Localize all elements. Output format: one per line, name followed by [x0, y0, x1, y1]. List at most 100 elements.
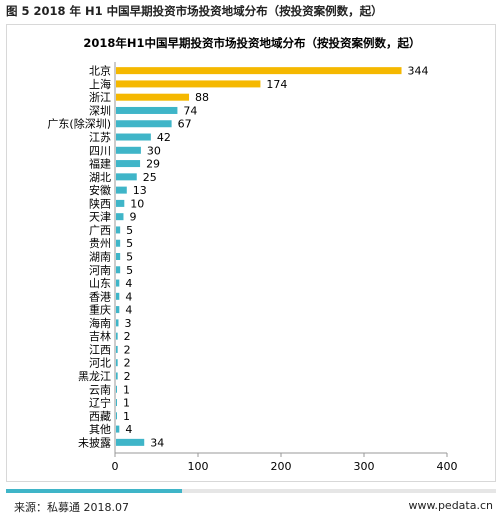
bar [116, 213, 124, 221]
data-label: 74 [183, 104, 197, 117]
bar [116, 146, 141, 154]
category-label: 湖南 [89, 251, 111, 264]
bar [116, 239, 121, 247]
chart-frame: 2018年H1中国早期投资市场投资地域分布（按投资案例数，起） 0 100 200 3… [6, 24, 496, 482]
data-label: 4 [125, 304, 132, 317]
site-url: www.pedata.cn [408, 499, 493, 512]
x-tick-label: 300 [354, 460, 375, 473]
category-label: 海南 [89, 316, 111, 330]
category-label: 广东(除深圳) [47, 117, 111, 131]
data-label: 2 [124, 343, 131, 356]
bar [116, 160, 141, 168]
data-label: 1 [123, 397, 130, 410]
bar [116, 438, 145, 446]
bar [116, 372, 118, 380]
data-label: 42 [157, 131, 171, 144]
data-label: 5 [126, 264, 133, 277]
footer-divider [6, 489, 496, 493]
data-label: 3 [124, 317, 131, 330]
data-label: 88 [195, 91, 209, 104]
category-label: 河北 [89, 357, 111, 370]
data-label: 4 [125, 423, 132, 436]
data-label: 4 [125, 290, 132, 303]
category-label: 重庆 [89, 303, 111, 317]
source-note: 来源：私募通 2018.07 [14, 501, 129, 514]
data-label: 34 [150, 436, 164, 449]
category-label: 辽宁 [89, 396, 111, 410]
category-label: 深圳 [89, 104, 111, 117]
bar-chart: 2018年H1中国早期投资市场投资地域分布（按投资案例数，起） 0 100 200 3… [47, 36, 458, 473]
data-label: 5 [126, 224, 133, 237]
category-label: 江苏 [89, 131, 111, 144]
bar [116, 385, 117, 393]
bar [116, 226, 121, 234]
category-label: 山东 [89, 277, 111, 290]
category-label: 香港 [89, 290, 111, 303]
category-label: 上海 [89, 77, 111, 91]
bar [116, 412, 117, 420]
x-tick-label: 0 [112, 460, 119, 473]
bar [116, 253, 121, 260]
data-label: 2 [124, 357, 131, 370]
bar [116, 173, 137, 181]
data-label: 5 [126, 237, 133, 250]
data-label: 4 [125, 277, 132, 290]
figure-caption: 图 5 2018 年 H1 中国早期投资市场投资地域分布（按投资案例数，起） [6, 4, 383, 18]
category-label: 吉林 [89, 329, 111, 343]
bar [116, 106, 178, 114]
category-label: 广西 [89, 224, 111, 237]
data-label: 174 [266, 78, 287, 91]
data-label: 344 [408, 65, 429, 78]
category-label: 河南 [89, 264, 111, 277]
data-label: 67 [178, 118, 192, 131]
data-label: 2 [124, 370, 131, 383]
bar [116, 133, 151, 141]
bar [116, 186, 127, 194]
data-label: 25 [143, 171, 157, 184]
bar [116, 199, 125, 207]
category-label: 天津 [89, 211, 111, 224]
bar [116, 93, 190, 101]
bar [116, 425, 120, 433]
data-label: 29 [146, 158, 160, 171]
bar [116, 306, 120, 314]
category-label: 贵州 [89, 237, 111, 250]
bar [116, 120, 172, 128]
category-label: 江西 [89, 343, 111, 356]
category-label: 福建 [89, 157, 111, 171]
category-label: 未披露 [78, 435, 111, 449]
bar [116, 359, 118, 367]
bar [116, 399, 117, 407]
data-label: 5 [126, 251, 133, 264]
bar [116, 279, 120, 287]
category-label: 北京 [89, 64, 111, 78]
data-label: 13 [133, 184, 147, 197]
data-label: 9 [129, 211, 136, 224]
bar [116, 345, 118, 353]
category-label: 安徽 [89, 183, 111, 197]
bar [116, 67, 402, 75]
category-label: 云南 [89, 383, 111, 396]
x-tick-label: 200 [271, 460, 292, 473]
bar [116, 266, 121, 274]
category-label: 黑龙江 [78, 370, 111, 383]
bar [116, 319, 119, 327]
category-label: 浙江 [89, 91, 111, 104]
data-label: 2 [124, 330, 131, 343]
category-label: 陕西 [89, 196, 111, 210]
bar [116, 292, 120, 300]
bar [116, 80, 261, 88]
chart-title: 2018年H1中国早期投资市场投资地域分布（按投资案例数，起） [83, 36, 420, 50]
bar [116, 332, 118, 340]
data-label: 10 [130, 197, 144, 210]
x-tick-label: 400 [437, 460, 458, 473]
data-label: 30 [147, 144, 161, 157]
x-tick-label: 100 [188, 460, 209, 473]
category-label: 其他 [89, 423, 111, 436]
category-label: 湖北 [89, 171, 111, 184]
category-label: 四川 [89, 144, 111, 157]
data-label: 1 [123, 383, 130, 396]
category-label: 西藏 [89, 410, 111, 423]
footer-divider-accent [6, 489, 182, 493]
data-label: 1 [123, 410, 130, 423]
